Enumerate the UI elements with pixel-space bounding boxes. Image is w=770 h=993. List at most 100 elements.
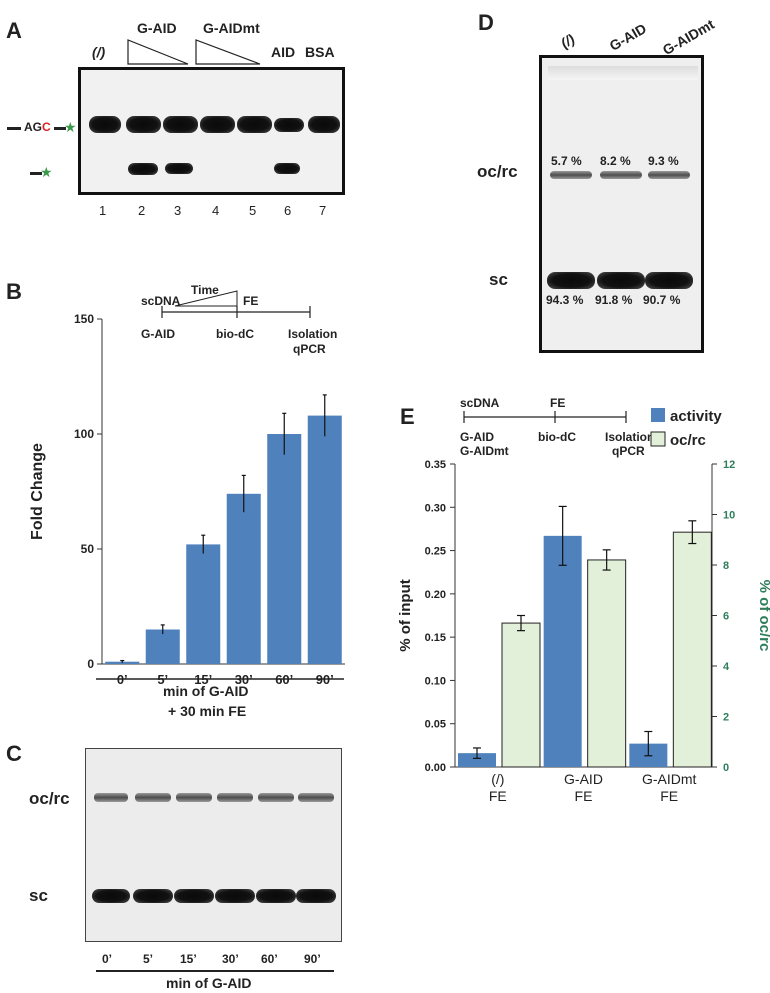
time-wedge — [174, 290, 238, 307]
scheme-e-gaidmt: G-AIDmt — [460, 444, 509, 458]
lane-label: 0’ — [102, 952, 113, 966]
gel-d-sc-label: sc — [489, 270, 508, 289]
x-tick-label: (/) — [491, 771, 504, 787]
gel-a — [78, 67, 345, 195]
x-tick-label: G-AID — [564, 771, 603, 787]
lane-label: 90’ — [304, 952, 321, 966]
y-axis-label: % of input — [397, 579, 414, 651]
band-full-6 — [274, 118, 304, 132]
star-icon: ★ — [64, 119, 77, 135]
lane-header-bsa: BSA — [305, 44, 335, 60]
band-cleaved-3 — [165, 163, 193, 174]
star-icon: ★ — [40, 164, 53, 180]
y2-tick-label: 6 — [723, 611, 729, 623]
band-sc — [645, 272, 693, 289]
panel-label-d: D — [478, 10, 494, 35]
bar-activity — [543, 535, 582, 767]
scheme-e-qpcr: qPCR — [612, 444, 645, 458]
y2-axis-label: % of oc/rc — [756, 580, 770, 652]
gel-c-underline — [96, 970, 334, 972]
scheme-b-time: Time — [191, 283, 219, 297]
marker-ag: AG — [24, 120, 42, 134]
x-tick-label: FE — [489, 788, 507, 804]
band-ocrc — [298, 793, 334, 802]
titration-wedges — [127, 39, 261, 65]
y2-tick-label: 2 — [723, 712, 729, 724]
gel-c-xlabel: min of G-AID — [166, 975, 252, 991]
legend-label: activity — [670, 408, 722, 425]
y2-tick-label: 0 — [723, 762, 729, 774]
ocrc-percent: 9.3 % — [648, 154, 679, 168]
lane-label: 60’ — [261, 952, 278, 966]
y-tick-label: 100 — [74, 427, 94, 441]
scheme-b — [161, 290, 311, 318]
bar-ocrc — [501, 622, 541, 768]
scheme-b-scdna: scDNA — [141, 294, 181, 308]
sc-percent: 94.3 % — [546, 293, 584, 307]
lane-label: 5’ — [143, 952, 154, 966]
ocrc-percent: 5.7 % — [551, 154, 582, 168]
bar-ocrc — [672, 531, 712, 768]
chart-b-xlabel-line1: min of G-AID — [163, 683, 249, 699]
lane-label: 30’ — [222, 952, 239, 966]
lane-number: 6 — [284, 203, 292, 218]
panel-label-a: A — [6, 18, 22, 43]
bar — [186, 544, 221, 664]
band-full-3 — [163, 116, 198, 133]
y-tick-label: 0.20 — [425, 589, 446, 601]
y-tick-label: 0.25 — [425, 546, 446, 558]
y-axis-label: Fold Change — [29, 443, 46, 540]
band-ocrc — [648, 171, 690, 179]
bar — [145, 629, 180, 664]
bar — [226, 493, 261, 664]
scheme-e-scdna: scDNA — [460, 396, 500, 410]
band-sc — [597, 272, 645, 289]
band-sc — [256, 889, 296, 903]
gel-d-well-band — [548, 66, 698, 80]
y-tick-label: 0.35 — [425, 459, 446, 471]
band-ocrc — [258, 793, 294, 802]
scheme-e-biodc: bio-dC — [538, 430, 576, 444]
panel-label-e: E — [400, 404, 415, 429]
band-sc — [215, 889, 255, 903]
band-sc — [92, 889, 130, 903]
scheme-b-qpcr: qPCR — [293, 342, 326, 356]
y2-tick-label: 12 — [723, 459, 735, 471]
legend-swatch — [650, 431, 666, 447]
lane-label: 15’ — [180, 952, 197, 966]
band-ocrc — [217, 793, 253, 802]
bar-activity — [458, 753, 496, 767]
band-full-1 — [89, 116, 121, 133]
substrate-marker: AG C ★ — [7, 119, 77, 139]
band-ocrc — [176, 793, 212, 802]
product-marker: ★ — [30, 164, 70, 182]
wedge-gaid — [127, 39, 189, 65]
lane-header-gaid: G-AID — [137, 20, 177, 36]
y-tick-label: 0.15 — [425, 632, 446, 644]
y2-tick-label: 10 — [723, 510, 735, 522]
lane-number: 1 — [99, 203, 107, 218]
band-ocrc — [135, 793, 171, 802]
bar — [307, 415, 342, 664]
lane-header-none: (/) — [92, 44, 106, 60]
wedge-gaidmt — [195, 39, 261, 65]
y-tick-label: 0.10 — [425, 675, 446, 687]
scheme-e — [463, 411, 627, 423]
band-sc — [547, 272, 595, 289]
x-tick-label: FE — [575, 788, 593, 804]
legend-label: oc/rc — [670, 432, 706, 449]
band-full-2 — [126, 116, 161, 133]
y-tick-label: 0.05 — [425, 719, 446, 731]
gel-c-ocrc-label: oc/rc — [29, 789, 70, 808]
scheme-b-gaid: G-AID — [141, 327, 175, 341]
band-ocrc — [94, 793, 128, 802]
lane-header-gaidmt: G-AIDmt — [203, 20, 260, 36]
y2-tick-label: 4 — [723, 661, 730, 673]
lane-number: 5 — [249, 203, 257, 218]
band-full-5 — [237, 116, 272, 133]
panel-label-b: B — [6, 279, 22, 304]
scheme-e-gaid: G-AID — [460, 430, 494, 444]
y-tick-label: 0 — [87, 657, 94, 671]
gel-d-ocrc-label: oc/rc — [477, 162, 518, 181]
x-tick-label: G-AIDmt — [642, 771, 697, 787]
